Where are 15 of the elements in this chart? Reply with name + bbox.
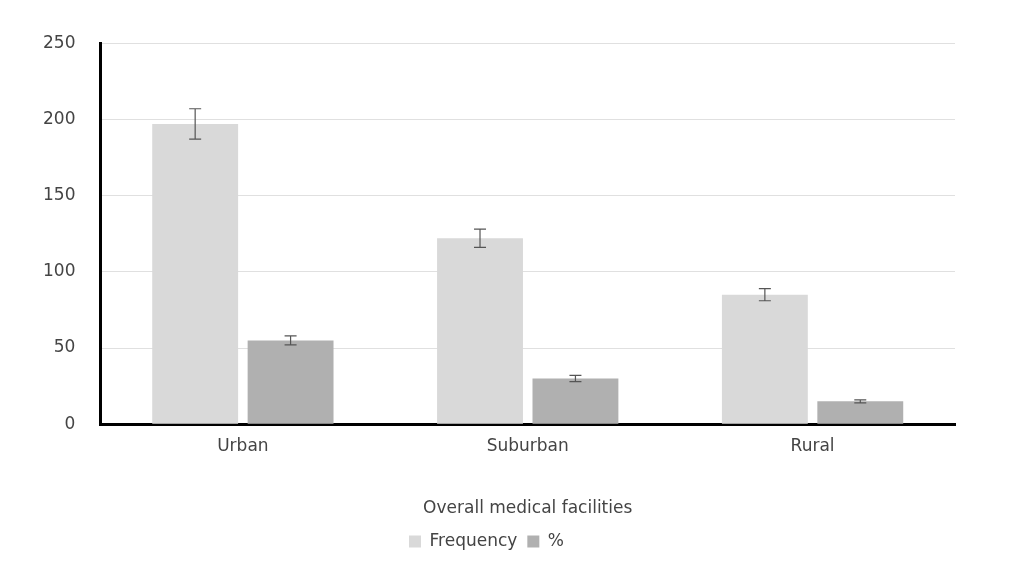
x-tick-label: Urban [217, 434, 269, 455]
legend-label: Frequency [429, 529, 518, 550]
legend-label: % [547, 529, 564, 550]
y-tick-label: 150 [42, 184, 76, 205]
y-tick-label: 200 [42, 107, 76, 128]
y-tick-label: 50 [53, 336, 76, 357]
y-tick-label: 0 [64, 412, 76, 433]
x-tick-label: Rural [790, 434, 835, 455]
y-tick-label: 250 [42, 31, 76, 52]
bar [532, 378, 619, 424]
bar [247, 340, 334, 424]
x-axis-title: Overall medical facilities [423, 497, 633, 518]
x-tick-label: Suburban [486, 434, 569, 455]
bar [817, 401, 904, 424]
y-tick-label: 100 [42, 260, 76, 281]
